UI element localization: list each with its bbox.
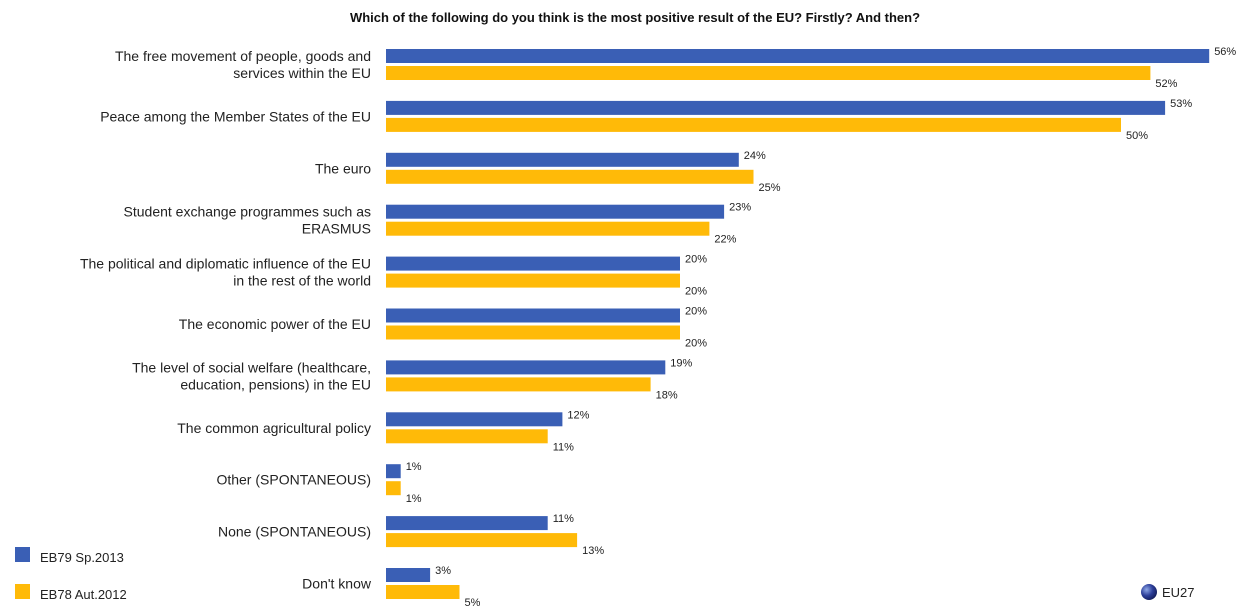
bar-value-label: 12%	[567, 409, 589, 421]
bar-value-label: 5%	[465, 597, 481, 607]
bar-eb78	[386, 481, 401, 496]
bar-value-label: 20%	[685, 338, 707, 350]
category-label: None (SPONTANEOUS)	[218, 524, 371, 540]
bar-eb78	[386, 429, 548, 444]
category-label: education, pensions) in the EU	[180, 376, 371, 392]
bar-value-label: 22%	[714, 234, 736, 246]
globe-icon	[1141, 584, 1157, 600]
bar-value-label: 24%	[744, 150, 766, 162]
bar-eb78	[386, 221, 710, 236]
bar-value-label: 11%	[553, 513, 574, 525]
legend-swatch	[15, 584, 30, 599]
bar-value-label: 52%	[1155, 78, 1177, 90]
bar-value-label: 20%	[685, 254, 707, 266]
legend-swatch	[15, 547, 30, 562]
bar-eb78	[386, 377, 651, 392]
bar-eb78	[386, 169, 754, 184]
bar-value-label: 20%	[685, 306, 707, 318]
bar-eb78	[386, 325, 680, 340]
bar-eb79	[386, 464, 401, 479]
chart-title: Which of the following do you think is t…	[350, 10, 920, 25]
category-label: services within the EU	[233, 65, 371, 81]
category-label: The political and diplomatic influence o…	[80, 256, 371, 272]
category-label: Peace among the Member States of the EU	[100, 108, 371, 124]
bar-eb78	[386, 117, 1121, 132]
bar-eb79	[386, 256, 680, 271]
bar-value-label: 23%	[729, 202, 751, 214]
bar-value-label: 56%	[1214, 46, 1236, 58]
category-label: in the rest of the world	[233, 273, 371, 289]
bar-value-label: 18%	[656, 389, 678, 401]
category-label: The economic power of the EU	[179, 316, 371, 332]
bar-eb79	[386, 49, 1210, 63]
category-label: The free movement of people, goods and	[115, 48, 371, 64]
category-label: The common agricultural policy	[177, 420, 371, 436]
legend: EB79 Sp.2013 EB78 Aut.2012	[15, 547, 127, 602]
bar-value-label: 13%	[582, 545, 604, 557]
bar-value-label: 1%	[406, 493, 422, 505]
category-label: Don't know	[302, 576, 372, 592]
bar-value-label: 20%	[685, 286, 707, 298]
bar-value-label: 25%	[759, 182, 781, 194]
bar-value-label: 50%	[1126, 130, 1148, 142]
bar-eb79	[386, 100, 1166, 115]
category-label: ERASMUS	[302, 221, 371, 237]
category-label: Student exchange programmes such as	[124, 204, 371, 220]
bar-value-label: 19%	[670, 357, 692, 369]
bar-value-label: 11%	[553, 441, 574, 453]
category-label: The level of social welfare (healthcare,	[132, 359, 371, 375]
bar-eb78	[386, 66, 1151, 80]
category-label: The euro	[315, 160, 371, 176]
bar-eb79	[386, 516, 548, 531]
bar-eb79	[386, 568, 431, 582]
badge-label: EU27	[1162, 585, 1195, 600]
bars: 56% 52% 53% 50% 24% 25% 23% 22% 20% 20% 20% 20% 19% 1…	[386, 46, 1236, 607]
bar-eb79	[386, 412, 563, 427]
bar-eb79	[386, 308, 680, 323]
bar-value-label: 3%	[435, 565, 451, 577]
category-label: Other (SPONTANEOUS)	[216, 472, 371, 488]
bar-eb78	[386, 273, 680, 288]
bar-eb79	[386, 152, 739, 167]
bar-eb79	[386, 204, 725, 219]
bar-eb79	[386, 360, 666, 375]
legend-label: EB78 Aut.2012	[40, 587, 127, 602]
bar-value-label: 53%	[1170, 98, 1192, 110]
category-labels: The free movement of people, goods andse…	[80, 48, 372, 592]
bar-eb78	[386, 585, 460, 599]
bar-value-label: 1%	[406, 461, 422, 473]
eu27-badge: EU27	[1141, 584, 1195, 600]
bar-eb78	[386, 533, 578, 548]
legend-label: EB79 Sp.2013	[40, 550, 124, 565]
